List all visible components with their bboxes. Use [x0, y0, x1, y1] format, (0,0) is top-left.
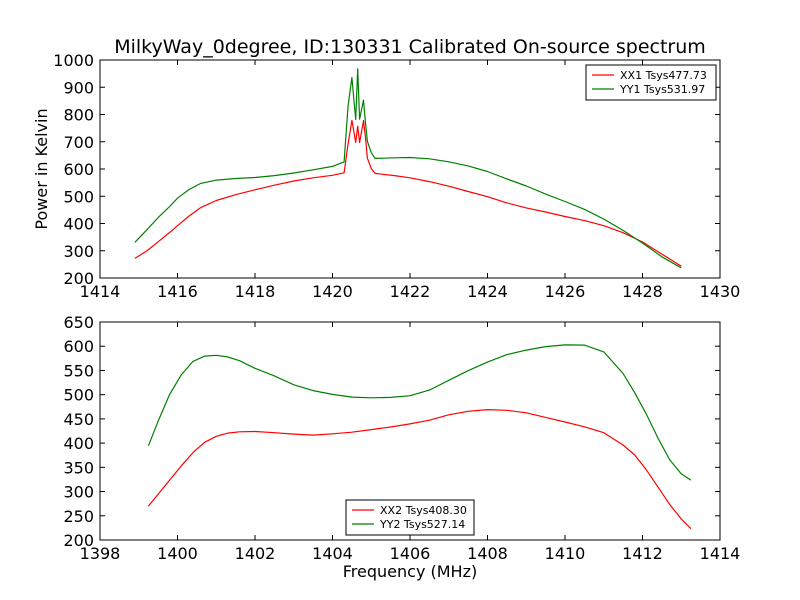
- x-tick-label: 1402: [235, 544, 276, 563]
- y-tick-label: 350: [63, 458, 94, 477]
- y-tick-label: 600: [63, 160, 94, 179]
- y-tick-label: 400: [63, 434, 94, 453]
- x-tick-label: 1424: [467, 282, 508, 301]
- y-tick-label: 700: [63, 133, 94, 152]
- y-tick-label: 400: [63, 215, 94, 234]
- legend-entry: XX1 Tsys477.73: [620, 69, 707, 82]
- y-tick-label: 200: [63, 269, 94, 288]
- x-tick-label: 1412: [622, 544, 663, 563]
- y-tick-label: 450: [63, 410, 94, 429]
- series-line-1: [134, 119, 682, 267]
- legend-box: [345, 499, 475, 536]
- y-tick-label: 200: [63, 531, 94, 550]
- y-tick-label: 600: [63, 337, 94, 356]
- series-line-2: [134, 68, 682, 269]
- y-tick-label: 650: [63, 313, 94, 332]
- x-tick-label: 1414: [700, 544, 741, 563]
- x-tick-label: 1408: [467, 544, 508, 563]
- x-tick-label: 1416: [157, 282, 198, 301]
- x-tick-label: 1414: [80, 282, 121, 301]
- x-tick-label: 1426: [545, 282, 586, 301]
- bottom-panel: 1398 1400 1402 1404 1406 1408 1410 1412 1414 200 2…: [63, 313, 740, 581]
- series-line-1: [147, 409, 692, 530]
- x-tick-label: 1404: [312, 544, 353, 563]
- y-axis-label: Power in Kelvin: [32, 108, 51, 229]
- y-tick-label: 300: [63, 483, 94, 502]
- top-panel: 1414 1416 1418 1420 1422 1424 1426 1428 1430 200 3…: [32, 51, 740, 301]
- x-tick-label: 1398: [80, 544, 121, 563]
- y-tick-label: 550: [63, 361, 94, 380]
- legend-entry: YY1 Tsys531.97: [619, 83, 705, 96]
- chart-title: MilkyWay_0degree, ID:130331 Calibrated O…: [114, 36, 706, 58]
- x-tick-label: 1400: [157, 544, 198, 563]
- x-tick-label: 1410: [545, 544, 586, 563]
- y-tick-label: 900: [63, 78, 94, 97]
- y-tick-label: 500: [63, 187, 94, 206]
- legend-entry: YY2 Tsys527.14: [379, 518, 465, 531]
- x-tick-label: 1418: [235, 282, 276, 301]
- y-tick-label: 250: [63, 507, 94, 526]
- x-tick-label: 1406: [390, 544, 431, 563]
- y-tick-label: 800: [63, 106, 94, 125]
- x-tick-label: 1430: [700, 282, 741, 301]
- y-tick-label: 500: [63, 386, 94, 405]
- legend-box: [585, 64, 717, 101]
- x-tick-label: 1420: [312, 282, 353, 301]
- x-tick-label: 1428: [622, 282, 663, 301]
- y-tick-label: 1000: [53, 51, 94, 70]
- legend-entry: XX2 Tsys408.30: [380, 504, 467, 517]
- series-line-2: [147, 344, 692, 481]
- x-tick-label: 1422: [390, 282, 431, 301]
- y-tick-label: 300: [63, 242, 94, 261]
- x-axis-label: Frequency (MHz): [343, 562, 477, 581]
